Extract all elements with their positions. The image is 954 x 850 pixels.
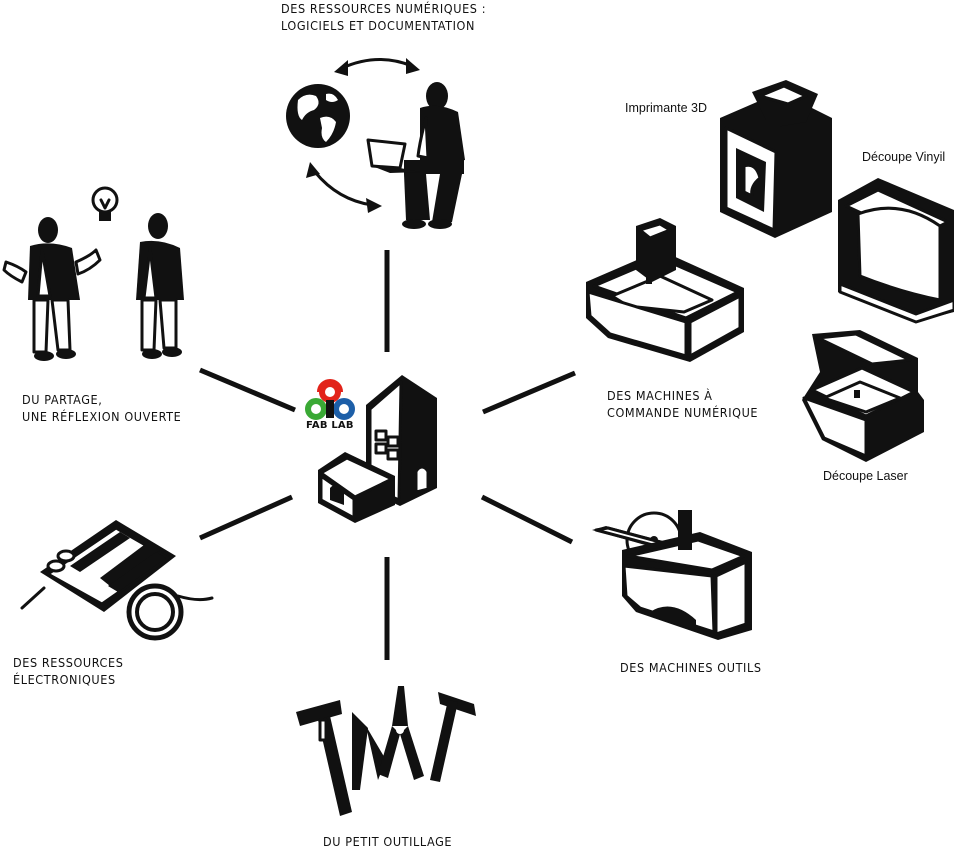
label-hand-tools: DU PETIT OUTILLAGE: [323, 833, 452, 850]
sync-arrows-icon: [306, 57, 420, 213]
label-sharing-line1: DU PARTAGE,: [22, 392, 103, 407]
cnc-mill-icon: [586, 218, 744, 362]
hand-tools-icon: [296, 686, 476, 816]
people-discussion-icon: [2, 213, 184, 361]
spokes: [198, 250, 576, 660]
globe-icon: [286, 84, 350, 148]
label-resources-digital-line1: DES RESSOURCES NUMÉRIQUES :: [281, 1, 487, 16]
label-cnc-line2: COMMANDE NUMÉRIQUE: [607, 405, 759, 420]
spoke-left-bottom: [198, 494, 294, 541]
spoke-right-top: [482, 370, 576, 415]
label-cnc: DES MACHINES À COMMANDE NUMÉRIQUE: [607, 387, 758, 421]
label-resources-digital: DES RESSOURCES NUMÉRIQUES : LOGICIELS ET…: [281, 0, 486, 34]
spoke-right-bottom: [480, 494, 574, 545]
label-resources-digital-line2: LOGICIELS ET DOCUMENTATION: [281, 18, 475, 33]
laser-cutter-icon: [802, 330, 924, 462]
printer-3d-icon: [720, 80, 832, 238]
label-hand-tools-line1: DU PETIT OUTILLAGE: [323, 834, 453, 849]
label-machine-tools: DES MACHINES OUTILS: [620, 659, 762, 676]
circuit-board-icon: [20, 520, 214, 641]
label-vinyl-cutter: Découpe Vinyil: [862, 150, 946, 164]
label-sharing: DU PARTAGE, UNE RÉFLEXION OUVERTE: [22, 391, 181, 425]
lightbulb-icon: [91, 186, 119, 221]
label-electronics: DES RESSOURCES ÉLECTRONIQUES: [13, 654, 123, 688]
label-laser-cutter: Découpe Laser: [823, 469, 908, 483]
label-electronics-line1: DES RESSOURCES: [13, 655, 124, 670]
fablab-logo: [305, 379, 355, 420]
fablab-logo-text: FAB LAB: [306, 420, 354, 431]
label-cnc-line1: DES MACHINES À: [607, 388, 713, 403]
fablab-building-icon: [305, 375, 437, 523]
laptop-user-icon: [366, 82, 465, 229]
label-printer-3d: Imprimante 3D: [625, 101, 707, 115]
label-machine-tools-line1: DES MACHINES OUTILS: [620, 660, 762, 675]
table-saw-icon: [592, 510, 752, 640]
spoke-left-top: [199, 367, 296, 413]
vinyl-cutter-icon: [838, 178, 954, 324]
label-electronics-line2: ÉLECTRONIQUES: [13, 672, 116, 687]
label-sharing-line2: UNE RÉFLEXION OUVERTE: [22, 409, 182, 424]
